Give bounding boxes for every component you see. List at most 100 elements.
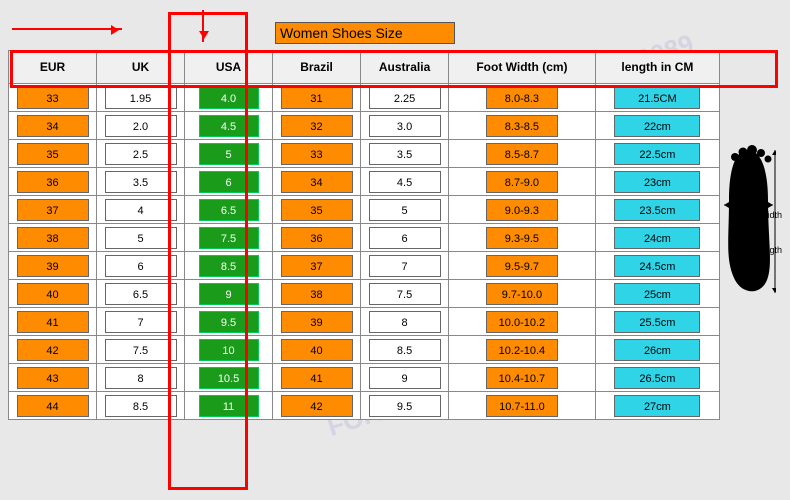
cell-value: 26.5cm — [614, 367, 700, 389]
cell-value: 10.7-11.0 — [486, 395, 558, 417]
cell-value: 39 — [281, 311, 353, 333]
table-row: 43810.541910.4-10.726.5cm — [9, 364, 720, 392]
cell-usa: 6 — [185, 168, 273, 196]
cell-aus: 3.0 — [361, 112, 449, 140]
cell-aus: 4.5 — [361, 168, 449, 196]
cell-value: 3.0 — [369, 115, 441, 137]
col-header-usa: USA — [185, 51, 273, 84]
cell-value: 8.5-8.7 — [486, 143, 558, 165]
cell-value: 21.5CM — [614, 87, 700, 109]
table-row: 427.510408.510.2-10.426cm — [9, 336, 720, 364]
cell-width: 8.5-8.7 — [449, 140, 596, 168]
cell-value: 41 — [17, 311, 89, 333]
cell-uk: 3.5 — [97, 168, 185, 196]
cell-len: 25.5cm — [595, 308, 719, 336]
cell-value: 6 — [369, 227, 441, 249]
cell-value: 10.2-10.4 — [486, 339, 558, 361]
cell-value: 4.5 — [369, 171, 441, 193]
cell-brazil: 35 — [273, 196, 361, 224]
cell-eur: 35 — [9, 140, 97, 168]
cell-value: 27cm — [614, 395, 700, 417]
cell-value: 26cm — [614, 339, 700, 361]
cell-value: 41 — [281, 367, 353, 389]
cell-eur: 33 — [9, 84, 97, 112]
cell-len: 26.5cm — [595, 364, 719, 392]
cell-value: 10.5 — [199, 367, 259, 389]
cell-value: 22.5cm — [614, 143, 700, 165]
cell-width: 10.7-11.0 — [449, 392, 596, 420]
cell-value: 10 — [199, 339, 259, 361]
cell-usa: 6.5 — [185, 196, 273, 224]
cell-value: 31 — [281, 87, 353, 109]
table-row: 3968.53779.5-9.724.5cm — [9, 252, 720, 280]
cell-width: 9.5-9.7 — [449, 252, 596, 280]
cell-value: 5 — [199, 143, 259, 165]
table-row: 3857.53669.3-9.524cm — [9, 224, 720, 252]
cell-value: 9.5 — [369, 395, 441, 417]
cell-usa: 10.5 — [185, 364, 273, 392]
col-header-australia: Australia — [361, 51, 449, 84]
cell-eur: 43 — [9, 364, 97, 392]
cell-eur: 41 — [9, 308, 97, 336]
foot-icon — [721, 145, 776, 295]
table-row: 363.5634 4.5 8.7-9.023cm — [9, 168, 720, 196]
cell-usa: 11 — [185, 392, 273, 420]
cell-value: 24cm — [614, 227, 700, 249]
cell-len: 24.5cm — [595, 252, 719, 280]
cell-value: 4.0 — [199, 87, 259, 109]
table-row: 3746.53559.0-9.323.5cm — [9, 196, 720, 224]
annotation-arrow-down — [202, 10, 204, 42]
foot-width-label: Width — [759, 210, 782, 220]
table-row: 352.55333.58.5-8.722.5cm — [9, 140, 720, 168]
cell-usa: 4.5 — [185, 112, 273, 140]
cell-value: 23.5cm — [614, 199, 700, 221]
cell-eur: 36 — [9, 168, 97, 196]
cell-uk: 1.95 — [97, 84, 185, 112]
cell-value: 9.7-10.0 — [486, 283, 558, 305]
cell-brazil: 41 — [273, 364, 361, 392]
cell-brazil: 40 — [273, 336, 361, 364]
size-table: EUR UK USA Brazil Australia Foot Width (… — [8, 50, 720, 420]
cell-usa: 5 — [185, 140, 273, 168]
cell-value: 9.3-9.5 — [486, 227, 558, 249]
cell-uk: 6.5 — [97, 280, 185, 308]
foot-diagram: Width Length — [718, 145, 778, 330]
cell-usa: 4.0 — [185, 84, 273, 112]
cell-width: 8.7-9.0 — [449, 168, 596, 196]
cell-value: 34 — [17, 115, 89, 137]
cell-value: 42 — [17, 339, 89, 361]
table-row: 406.59387.59.7-10.025cm — [9, 280, 720, 308]
cell-uk: 6 — [97, 252, 185, 280]
cell-aus: 9.5 — [361, 392, 449, 420]
cell-len: 23cm — [595, 168, 719, 196]
cell-value: 8.5 — [369, 339, 441, 361]
cell-value: 7.5 — [369, 283, 441, 305]
cell-value: 5 — [369, 199, 441, 221]
header-row: EUR UK USA Brazil Australia Foot Width (… — [9, 51, 720, 84]
cell-len: 24cm — [595, 224, 719, 252]
cell-value: 43 — [17, 367, 89, 389]
cell-value: 9.5-9.7 — [486, 255, 558, 277]
cell-aus: 5 — [361, 196, 449, 224]
cell-value: 5 — [105, 227, 177, 249]
cell-eur: 34 — [9, 112, 97, 140]
table-row: 4179.539810.0-10.225.5cm — [9, 308, 720, 336]
cell-value: 1.95 — [105, 87, 177, 109]
cell-value: 35 — [281, 199, 353, 221]
cell-brazil: 38 — [273, 280, 361, 308]
cell-uk: 8.5 — [97, 392, 185, 420]
cell-brazil: 37 — [273, 252, 361, 280]
cell-value: 10.0-10.2 — [486, 311, 558, 333]
cell-value: 32 — [281, 115, 353, 137]
cell-aus: 6 — [361, 224, 449, 252]
cell-value: 2.5 — [105, 143, 177, 165]
col-header-foot-width: Foot Width (cm) — [449, 51, 596, 84]
cell-uk: 8 — [97, 364, 185, 392]
cell-value: 9.0-9.3 — [486, 199, 558, 221]
cell-eur: 39 — [9, 252, 97, 280]
size-table-wrap: EUR UK USA Brazil Australia Foot Width (… — [8, 50, 720, 420]
cell-value: 36 — [281, 227, 353, 249]
cell-brazil: 34 — [273, 168, 361, 196]
cell-brazil: 36 — [273, 224, 361, 252]
cell-uk: 4 — [97, 196, 185, 224]
